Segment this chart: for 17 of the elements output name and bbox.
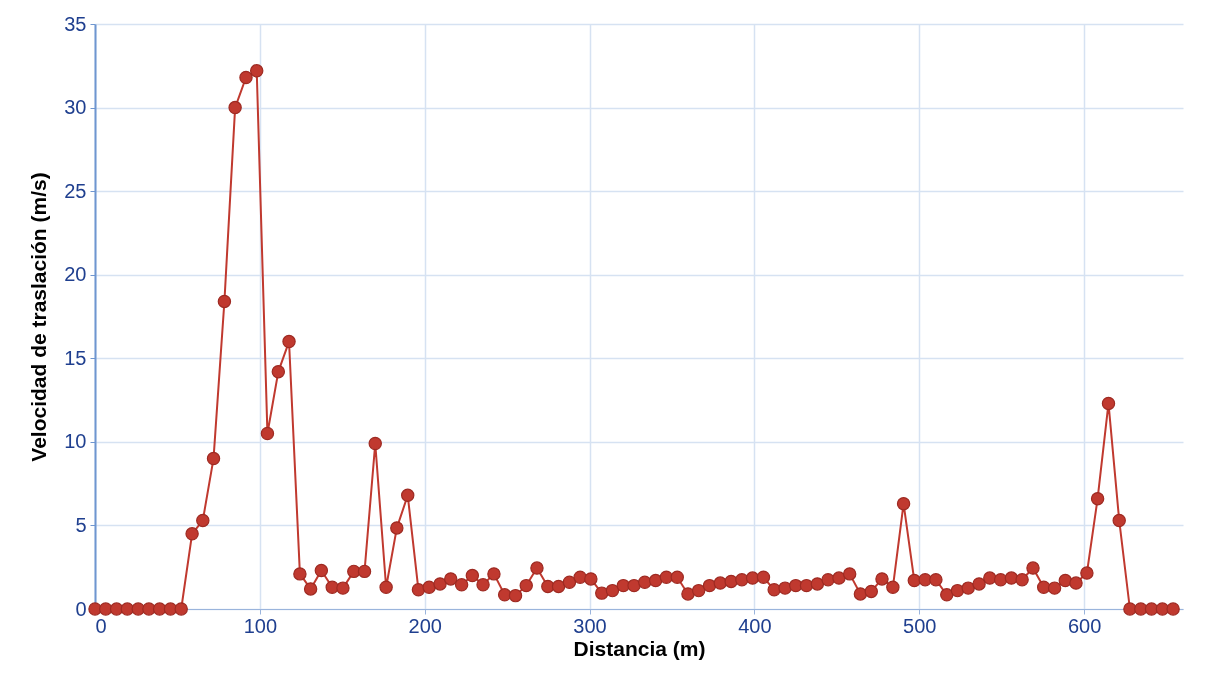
x-axis-title: Distancia (m) [573, 636, 706, 660]
y-tick-label: 30 [64, 96, 87, 119]
x-tick-label: 200 [408, 614, 442, 637]
y-tick-label: 0 [75, 597, 87, 620]
x-tick-label: 400 [738, 614, 772, 637]
y-tick-label: 35 [64, 12, 87, 35]
x-tick-label: 600 [1067, 614, 1102, 637]
y-tick-label: 15 [64, 346, 87, 369]
y-axis-title: Velocidad de traslación (m/s) [27, 172, 51, 462]
y-tick-label: 5 [75, 513, 87, 536]
y-tick-label: 10 [64, 430, 87, 453]
x-tick-label: 100 [243, 614, 278, 637]
y-tick-label: 20 [64, 263, 87, 286]
y-tick-label: 25 [64, 179, 87, 202]
x-tick-label: 300 [573, 614, 607, 637]
x-tick-label: 0 [95, 614, 107, 637]
x-tick-label: 500 [903, 614, 937, 637]
